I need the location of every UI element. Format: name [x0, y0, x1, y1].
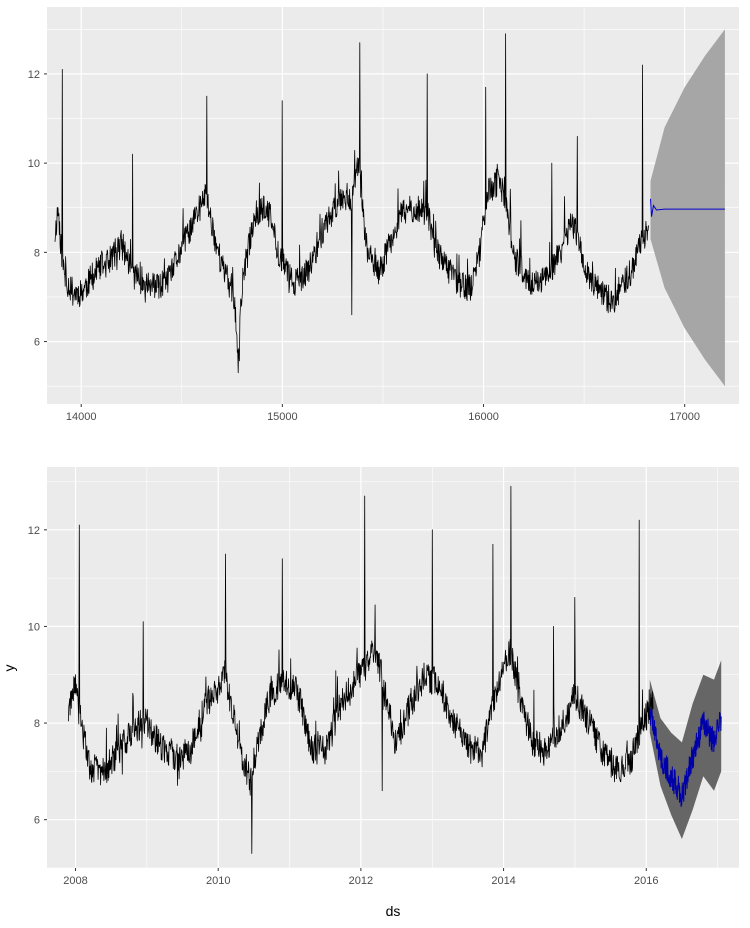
forecast-interval-band [650, 29, 725, 387]
top-panel-background [47, 7, 739, 404]
y-tick-label: 6 [34, 337, 40, 349]
y-tick-label: 8 [34, 247, 40, 259]
y-axis-title: y [1, 665, 17, 672]
y-tick-label: 10 [28, 621, 40, 633]
history-line [68, 485, 654, 854]
forecast-line [650, 198, 725, 217]
x-tick-label: 2012 [349, 875, 373, 887]
y-tick-label: 8 [34, 718, 40, 730]
top-forecast-series [650, 198, 725, 217]
x-tick-label: 2016 [634, 875, 658, 887]
x-tick-label: 2010 [206, 875, 230, 887]
forecast-line [649, 706, 722, 807]
bottom-forecast-interval [649, 660, 722, 839]
top-history-series [54, 33, 649, 374]
x-tick-label: 2014 [491, 875, 515, 887]
top-forecast-panel: 14000 15000 16000 17000 6 8 10 12 [28, 7, 739, 423]
history-line [54, 33, 649, 374]
y-tick-label: 10 [28, 158, 40, 170]
x-axis-title: ds [386, 903, 401, 919]
bottom-forecast-series [649, 706, 722, 807]
x-tick-label: 14000 [66, 411, 97, 423]
x-tick-label: 17000 [669, 411, 700, 423]
bottom-x-tick-labels: 2008 2010 2012 2014 2016 [63, 868, 658, 887]
bottom-panel-background [47, 467, 739, 868]
top-x-tick-labels: 14000 15000 16000 17000 [66, 404, 700, 423]
forecast-interval-band [649, 660, 722, 839]
top-panel-gridlines [47, 7, 739, 404]
y-tick-label: 6 [34, 815, 40, 827]
top-y-tick-labels: 6 8 10 12 [28, 69, 47, 349]
x-tick-label: 2008 [63, 875, 87, 887]
bottom-forecast-panel: 2008 2010 2012 2014 2016 6 8 10 12 ds y [1, 467, 739, 919]
bottom-y-tick-labels: 6 8 10 12 [28, 525, 47, 827]
top-forecast-interval [650, 29, 725, 387]
bottom-history-series [68, 485, 654, 854]
x-tick-label: 15000 [267, 411, 298, 423]
y-tick-label: 12 [28, 525, 40, 537]
y-tick-label: 12 [28, 69, 40, 81]
x-tick-label: 16000 [468, 411, 499, 423]
